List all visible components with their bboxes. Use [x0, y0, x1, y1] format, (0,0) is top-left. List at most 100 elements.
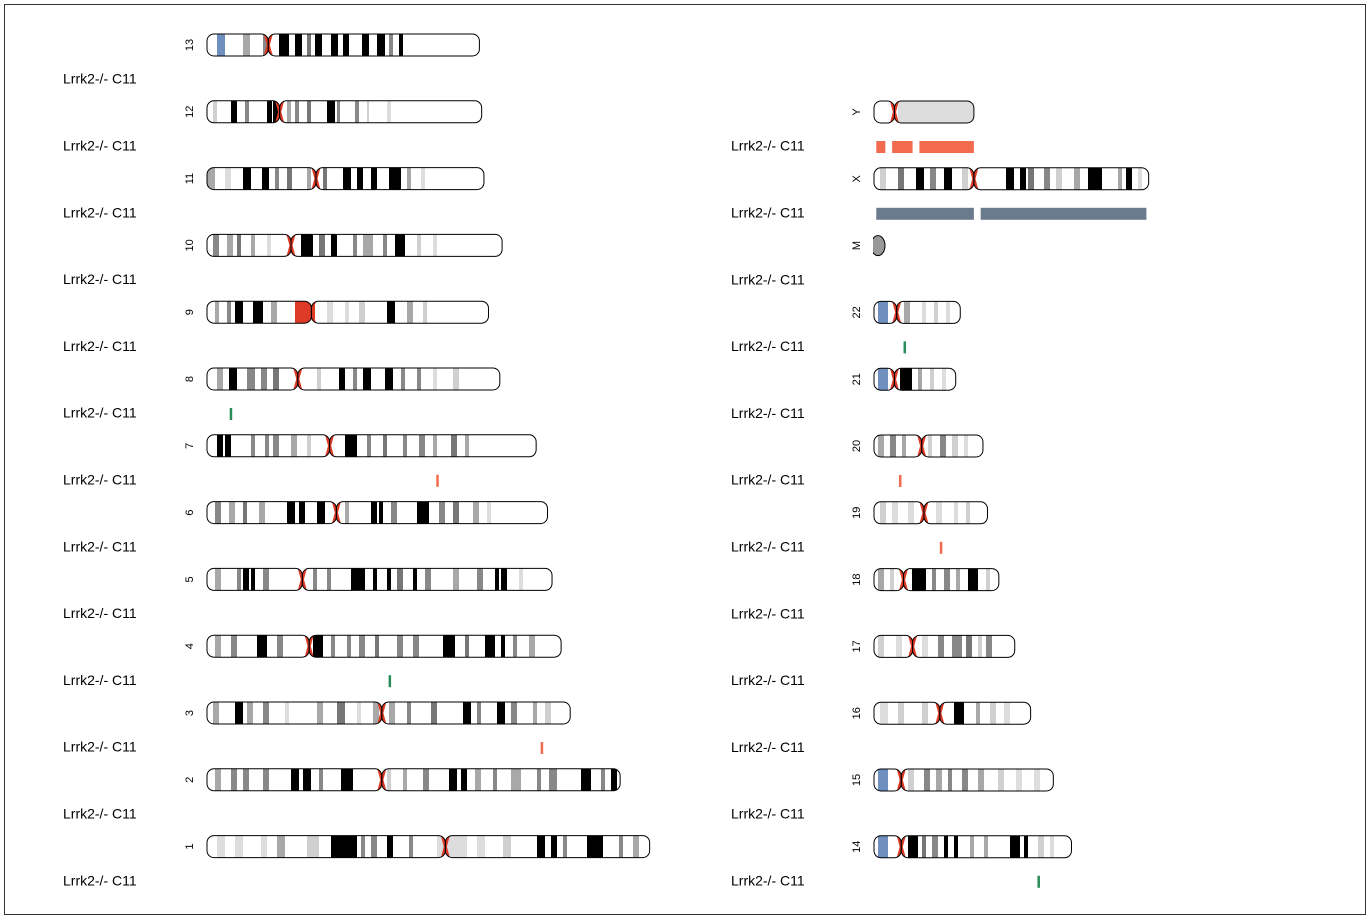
band-gpos100	[463, 702, 471, 724]
chromosome-name-chr16: 16	[851, 707, 863, 719]
ideogram-q-arm-outline-chr21	[893, 367, 957, 391]
band-gpos66	[511, 702, 517, 724]
ideogram-q-arm-outline-chr10	[290, 233, 503, 257]
band-gpos100	[944, 835, 948, 858]
band-gpos100	[461, 768, 467, 791]
band-gpos100	[315, 34, 322, 56]
band-gpos25	[387, 100, 391, 123]
band-gpos66	[477, 702, 481, 724]
ideogram-chry	[874, 101, 974, 123]
ideogram-chr13	[207, 34, 480, 56]
chromosome-name-chr12: 12	[184, 106, 196, 118]
band-gpos50	[363, 234, 373, 257]
band-gpos75	[451, 434, 457, 457]
band-gpos100	[371, 501, 377, 524]
band-gpos100	[291, 768, 299, 791]
band-gpos50	[251, 234, 255, 257]
track-label-chr12: Lrrk2-/- C11	[63, 138, 137, 154]
band-gpos50	[217, 368, 223, 390]
band-gpos50	[307, 167, 311, 190]
chromosome-name-chr1: 1	[184, 844, 196, 850]
band-gpos25	[225, 167, 231, 190]
ideogram-q-arm-outline-chr1	[444, 835, 651, 859]
chromosome-name-chr8: 8	[184, 376, 196, 382]
band-gpos50	[243, 34, 250, 56]
band-gpos50	[433, 434, 437, 457]
band-gpos50	[213, 702, 219, 724]
band-gpos33	[307, 835, 319, 858]
band-gpos100	[1020, 167, 1026, 190]
ideogram-q-arm-outline-chr19	[923, 501, 989, 525]
band-gpos25	[261, 835, 267, 858]
chromosome-name-chr22: 22	[851, 306, 863, 318]
band-gpos50	[976, 702, 980, 725]
segment-gain-chry	[876, 141, 886, 153]
band-gpos50	[215, 768, 221, 791]
track-label-chr11: Lrrk2-/- C11	[63, 204, 137, 220]
ideogram-q-arm-outline-chr15	[900, 768, 1054, 792]
band-gvar	[878, 835, 888, 858]
band-gpos33	[423, 301, 427, 324]
band-gpos66	[263, 568, 269, 591]
band-gpos66	[347, 635, 351, 658]
ideogram-chr10	[207, 234, 503, 257]
ideogram-body	[874, 635, 1015, 658]
band-gpos100	[243, 568, 249, 591]
band-gpos50	[317, 702, 323, 724]
band-gpos25	[1034, 769, 1040, 791]
band-gpos100	[501, 568, 507, 591]
band-gpos50	[229, 501, 235, 524]
band-gpos25	[936, 501, 942, 524]
chromosome-name-chr18: 18	[851, 573, 863, 585]
track-label-chrx: Lrrk2-/- C11	[731, 205, 805, 221]
band-gpos66	[962, 769, 968, 791]
band-gpos66	[948, 769, 952, 791]
ideogram-chr3	[207, 702, 571, 724]
band-gpos100	[1006, 167, 1014, 190]
band-gpos33	[978, 635, 982, 658]
track-label-chr20: Lrrk2-/- C11	[731, 472, 805, 488]
band-gpos100	[611, 768, 617, 791]
ideogram-chrm	[870, 235, 886, 257]
band-gpos100	[944, 167, 952, 190]
band-gpos66	[601, 768, 605, 791]
band-gpos66	[407, 702, 411, 724]
band-gpos66	[619, 835, 623, 858]
band-gvar	[878, 368, 888, 391]
band-gpos66	[493, 768, 497, 791]
chromosome-name-chr11: 11	[184, 173, 196, 184]
ideogram-q-arm-outline-chry	[893, 100, 975, 124]
band-gpos25	[954, 501, 958, 524]
band-gpos50	[407, 301, 413, 324]
ideogram-chr22	[874, 301, 961, 324]
band-gpos50	[529, 635, 535, 658]
ideogram-chr11	[207, 167, 484, 190]
band-gpos66	[383, 234, 387, 257]
band-gpos100	[331, 835, 357, 858]
band-gpos100	[313, 635, 323, 658]
ideogram-q-arm-outline-chr7	[329, 434, 537, 458]
band-gpos100	[339, 368, 345, 390]
band-gpos66	[940, 435, 946, 457]
band-gpos66	[397, 635, 403, 658]
band-gpos66	[243, 768, 249, 791]
ideogram-q-arm-outline-chr13	[267, 33, 480, 57]
ideogram-q-arm-outline-chr18	[903, 568, 1000, 592]
chromosome-name-chr21: 21	[851, 373, 863, 385]
band-gpos100	[299, 501, 305, 524]
band-gpos100	[954, 702, 964, 725]
band-gpos33	[545, 702, 551, 724]
band-gpos66	[213, 234, 219, 257]
track-label-chr8: Lrrk2-/- C11	[63, 405, 137, 421]
band-gpos66	[237, 568, 241, 591]
segment-gain-chry	[892, 141, 913, 153]
band-gpos50	[373, 702, 379, 724]
band-gpos100	[331, 234, 337, 257]
band-gpos75	[319, 234, 325, 257]
band-gpos50	[453, 568, 459, 591]
ideogram-q-arm-outline-chr9	[310, 300, 489, 324]
chromosome-name-chrm: M	[851, 241, 863, 250]
track-label-chr10: Lrrk2-/- C11	[63, 271, 137, 287]
band-gpos100	[537, 835, 545, 858]
band-gpos100	[387, 835, 393, 858]
